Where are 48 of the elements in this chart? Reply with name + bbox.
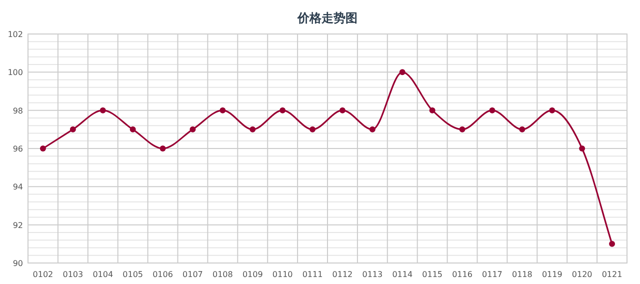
x-tick-label: 0116: [452, 270, 472, 279]
x-tick-label: 0107: [182, 270, 203, 279]
point: [579, 146, 586, 152]
y-tick-label: 100: [8, 68, 23, 78]
y-tick-label: 98: [12, 106, 23, 116]
point: [280, 107, 286, 114]
point: [310, 126, 316, 132]
x-tick-label: 0113: [362, 270, 383, 279]
y-tick-label: 94: [12, 182, 23, 192]
point: [70, 126, 76, 132]
x-tick-label: 0111: [302, 270, 323, 279]
point: [489, 107, 496, 114]
point: [160, 146, 166, 152]
point: [100, 107, 106, 114]
x-tick-label: 0102: [32, 270, 54, 279]
x-tick-label: 0118: [512, 270, 532, 279]
point: [549, 107, 556, 114]
y-tick-label: 90: [12, 259, 23, 268]
point: [369, 126, 376, 132]
x-tick-label: 0103: [62, 270, 84, 279]
point: [40, 146, 46, 152]
x-tick-label: 0121: [602, 270, 622, 279]
point: [399, 69, 406, 76]
point: [339, 107, 346, 114]
x-tick-label: 0119: [542, 270, 562, 279]
point: [519, 126, 526, 132]
x-tick-label: 0109: [242, 270, 263, 279]
x-tick-label: 0114: [392, 270, 413, 279]
x-tick-label: 0105: [122, 270, 144, 279]
point: [429, 107, 436, 114]
point: [459, 126, 466, 132]
x-tick-label: 0106: [152, 270, 173, 279]
y-tick-label: 102: [8, 30, 23, 39]
y-tick-label: 96: [12, 144, 23, 154]
point: [250, 126, 256, 132]
point: [220, 107, 226, 114]
x-tick-label: 0108: [212, 270, 233, 279]
point: [130, 126, 136, 132]
x-tick-label: 0110: [272, 270, 293, 279]
x-tick-label: 0115: [422, 270, 443, 279]
point: [609, 240, 616, 247]
point: [190, 126, 196, 132]
x-tick-label: 0104: [92, 270, 114, 279]
chart-title: 价格走势图: [296, 11, 358, 25]
y-tick-label: 92: [12, 220, 23, 230]
x-tick-label: 0117: [482, 270, 502, 279]
x-tick-label: 0112: [332, 270, 353, 279]
x-tick-label: 0120: [572, 270, 592, 279]
